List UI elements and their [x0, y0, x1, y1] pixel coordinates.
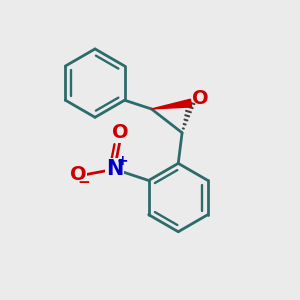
Polygon shape — [152, 99, 192, 109]
Text: O: O — [192, 89, 209, 108]
Text: −: − — [77, 175, 90, 190]
Text: +: + — [116, 154, 128, 168]
Text: O: O — [70, 165, 86, 184]
Text: O: O — [112, 123, 129, 142]
Text: N: N — [106, 159, 123, 179]
